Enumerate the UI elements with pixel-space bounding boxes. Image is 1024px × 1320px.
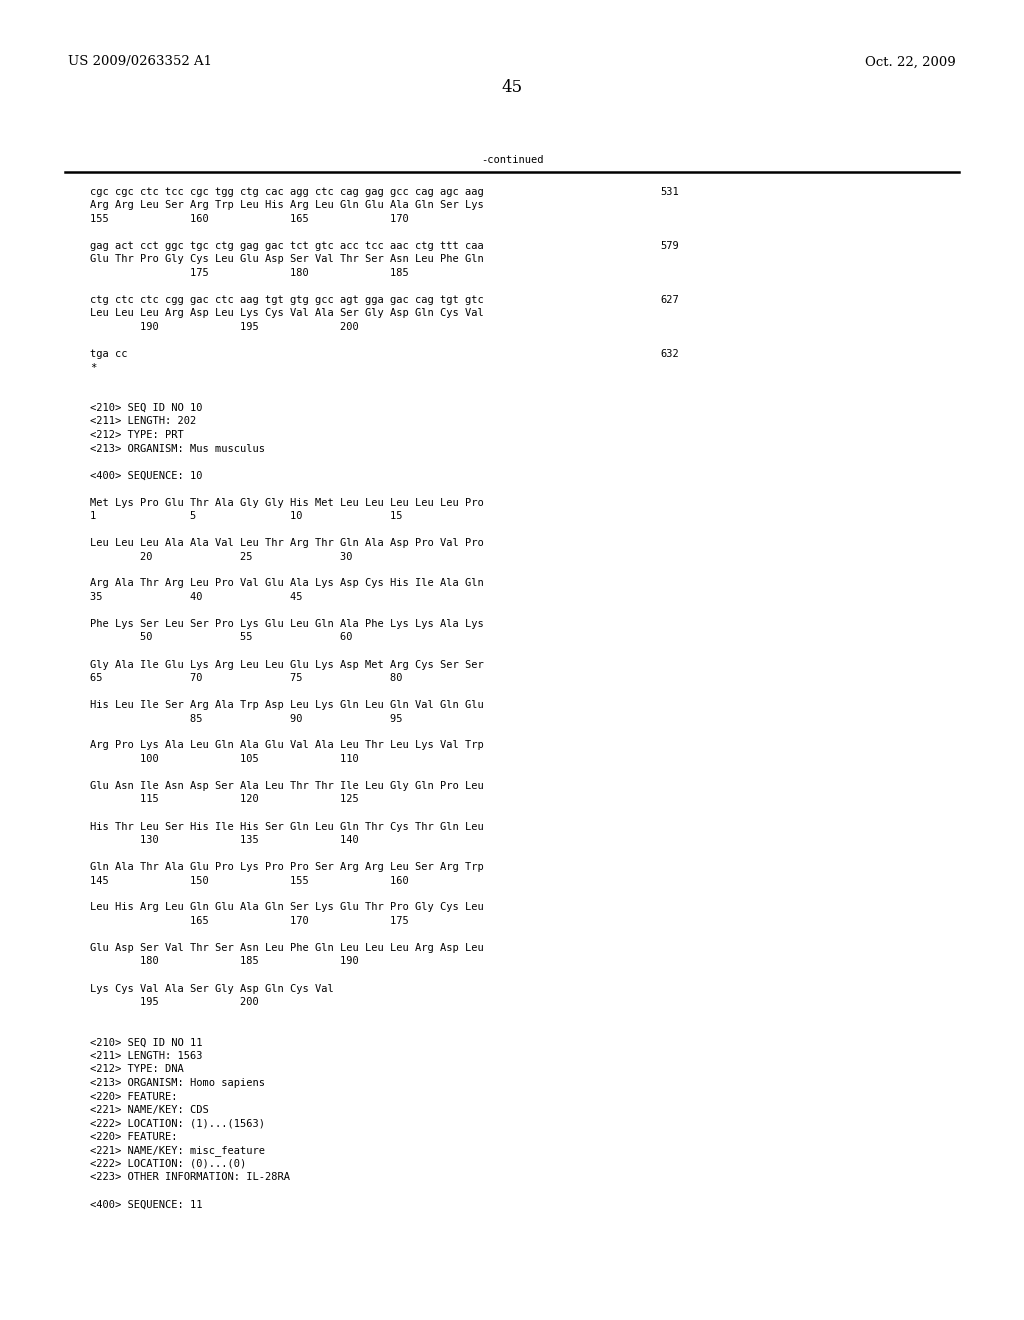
Text: Leu Leu Leu Ala Ala Val Leu Thr Arg Thr Gln Ala Asp Pro Val Pro: Leu Leu Leu Ala Ala Val Leu Thr Arg Thr …	[90, 539, 483, 548]
Text: Met Lys Pro Glu Thr Ala Gly Gly His Met Leu Leu Leu Leu Leu Pro: Met Lys Pro Glu Thr Ala Gly Gly His Met …	[90, 498, 483, 507]
Text: US 2009/0263352 A1: US 2009/0263352 A1	[68, 55, 212, 69]
Text: 155             160             165             170: 155 160 165 170	[90, 214, 409, 224]
Text: <213> ORGANISM: Homo sapiens: <213> ORGANISM: Homo sapiens	[90, 1078, 265, 1088]
Text: cgc cgc ctc tcc cgc tgg ctg cac agg ctc cag gag gcc cag agc aag: cgc cgc ctc tcc cgc tgg ctg cac agg ctc …	[90, 187, 483, 197]
Text: Arg Arg Leu Ser Arg Trp Leu His Arg Leu Gln Glu Ala Gln Ser Lys: Arg Arg Leu Ser Arg Trp Leu His Arg Leu …	[90, 201, 483, 210]
Text: 45: 45	[502, 79, 522, 96]
Text: <210> SEQ ID NO 11: <210> SEQ ID NO 11	[90, 1038, 203, 1048]
Text: <222> LOCATION: (1)...(1563): <222> LOCATION: (1)...(1563)	[90, 1118, 265, 1129]
Text: 175             180             185: 175 180 185	[90, 268, 409, 279]
Text: His Leu Ile Ser Arg Ala Trp Asp Leu Lys Gln Leu Gln Val Gln Glu: His Leu Ile Ser Arg Ala Trp Asp Leu Lys …	[90, 700, 483, 710]
Text: 180             185             190: 180 185 190	[90, 957, 358, 966]
Text: Leu Leu Leu Arg Asp Leu Lys Cys Val Ala Ser Gly Asp Gln Cys Val: Leu Leu Leu Arg Asp Leu Lys Cys Val Ala …	[90, 309, 483, 318]
Text: <220> FEATURE:: <220> FEATURE:	[90, 1092, 177, 1101]
Text: Leu His Arg Leu Gln Glu Ala Gln Ser Lys Glu Thr Pro Gly Cys Leu: Leu His Arg Leu Gln Glu Ala Gln Ser Lys …	[90, 903, 483, 912]
Text: -continued: -continued	[480, 154, 544, 165]
Text: <222> LOCATION: (0)...(0): <222> LOCATION: (0)...(0)	[90, 1159, 246, 1170]
Text: <400> SEQUENCE: 10: <400> SEQUENCE: 10	[90, 470, 203, 480]
Text: 65              70              75              80: 65 70 75 80	[90, 673, 402, 682]
Text: 579: 579	[660, 242, 679, 251]
Text: 195             200: 195 200	[90, 997, 259, 1007]
Text: gag act cct ggc tgc ctg gag gac tct gtc acc tcc aac ctg ttt caa: gag act cct ggc tgc ctg gag gac tct gtc …	[90, 242, 483, 251]
Text: 100             105             110: 100 105 110	[90, 754, 358, 764]
Text: <211> LENGTH: 1563: <211> LENGTH: 1563	[90, 1051, 203, 1061]
Text: <221> NAME/KEY: CDS: <221> NAME/KEY: CDS	[90, 1105, 209, 1115]
Text: 531: 531	[660, 187, 679, 197]
Text: Gly Ala Ile Glu Lys Arg Leu Leu Glu Lys Asp Met Arg Cys Ser Ser: Gly Ala Ile Glu Lys Arg Leu Leu Glu Lys …	[90, 660, 483, 669]
Text: 130             135             140: 130 135 140	[90, 836, 358, 845]
Text: 20              25              30: 20 25 30	[90, 552, 352, 561]
Text: Glu Thr Pro Gly Cys Leu Glu Asp Ser Val Thr Ser Asn Leu Phe Gln: Glu Thr Pro Gly Cys Leu Glu Asp Ser Val …	[90, 255, 483, 264]
Text: 115             120             125: 115 120 125	[90, 795, 358, 804]
Text: Phe Lys Ser Leu Ser Pro Lys Glu Leu Gln Ala Phe Lys Lys Ala Lys: Phe Lys Ser Leu Ser Pro Lys Glu Leu Gln …	[90, 619, 483, 630]
Text: <211> LENGTH: 202: <211> LENGTH: 202	[90, 417, 197, 426]
Text: tga cc: tga cc	[90, 348, 128, 359]
Text: 145             150             155             160: 145 150 155 160	[90, 875, 409, 886]
Text: <212> TYPE: PRT: <212> TYPE: PRT	[90, 430, 183, 440]
Text: 190             195             200: 190 195 200	[90, 322, 358, 333]
Text: Arg Pro Lys Ala Leu Gln Ala Glu Val Ala Leu Thr Leu Lys Val Trp: Arg Pro Lys Ala Leu Gln Ala Glu Val Ala …	[90, 741, 483, 751]
Text: <400> SEQUENCE: 11: <400> SEQUENCE: 11	[90, 1200, 203, 1209]
Text: <213> ORGANISM: Mus musculus: <213> ORGANISM: Mus musculus	[90, 444, 265, 454]
Text: *: *	[90, 363, 96, 372]
Text: <221> NAME/KEY: misc_feature: <221> NAME/KEY: misc_feature	[90, 1144, 265, 1156]
Text: 50              55              60: 50 55 60	[90, 632, 352, 643]
Text: Arg Ala Thr Arg Leu Pro Val Glu Ala Lys Asp Cys His Ile Ala Gln: Arg Ala Thr Arg Leu Pro Val Glu Ala Lys …	[90, 578, 483, 589]
Text: 1               5               10              15: 1 5 10 15	[90, 511, 402, 521]
Text: 632: 632	[660, 348, 679, 359]
Text: 165             170             175: 165 170 175	[90, 916, 409, 927]
Text: ctg ctc ctc cgg gac ctc aag tgt gtg gcc agt gga gac cag tgt gtc: ctg ctc ctc cgg gac ctc aag tgt gtg gcc …	[90, 294, 483, 305]
Text: <212> TYPE: DNA: <212> TYPE: DNA	[90, 1064, 183, 1074]
Text: 85              90              95: 85 90 95	[90, 714, 402, 723]
Text: 627: 627	[660, 294, 679, 305]
Text: Gln Ala Thr Ala Glu Pro Lys Pro Pro Ser Arg Arg Leu Ser Arg Trp: Gln Ala Thr Ala Glu Pro Lys Pro Pro Ser …	[90, 862, 483, 873]
Text: <223> OTHER INFORMATION: IL-28RA: <223> OTHER INFORMATION: IL-28RA	[90, 1172, 290, 1183]
Text: His Thr Leu Ser His Ile His Ser Gln Leu Gln Thr Cys Thr Gln Leu: His Thr Leu Ser His Ile His Ser Gln Leu …	[90, 821, 483, 832]
Text: <220> FEATURE:: <220> FEATURE:	[90, 1133, 177, 1142]
Text: Lys Cys Val Ala Ser Gly Asp Gln Cys Val: Lys Cys Val Ala Ser Gly Asp Gln Cys Val	[90, 983, 334, 994]
Text: 35              40              45: 35 40 45	[90, 591, 302, 602]
Text: Glu Asn Ile Asn Asp Ser Ala Leu Thr Thr Ile Leu Gly Gln Pro Leu: Glu Asn Ile Asn Asp Ser Ala Leu Thr Thr …	[90, 781, 483, 791]
Text: Glu Asp Ser Val Thr Ser Asn Leu Phe Gln Leu Leu Leu Arg Asp Leu: Glu Asp Ser Val Thr Ser Asn Leu Phe Gln …	[90, 942, 483, 953]
Text: <210> SEQ ID NO 10: <210> SEQ ID NO 10	[90, 403, 203, 413]
Text: Oct. 22, 2009: Oct. 22, 2009	[865, 55, 956, 69]
